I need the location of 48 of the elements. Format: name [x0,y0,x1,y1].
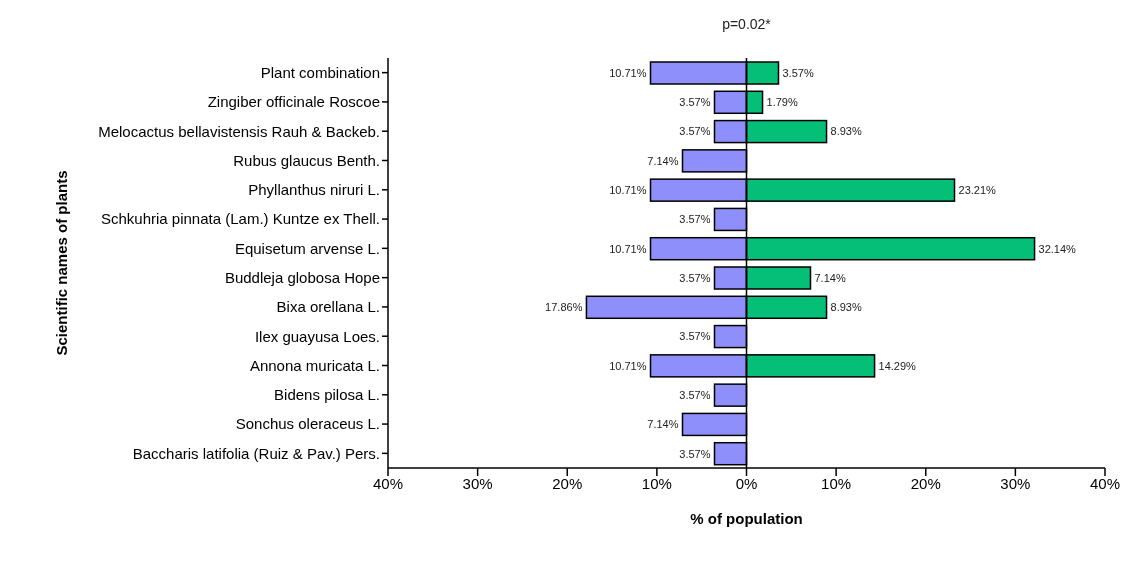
x-tick-label: 10% [641,474,672,492]
text: p=0.02* [721,16,772,32]
data-label: 7.14% [647,418,679,431]
x-tick-label: 0% [735,474,758,492]
data-label: 3.57% [679,388,711,401]
x-tick-label: 30% [462,474,493,492]
y-tick-label: Rubus glaucus Benth. [233,151,380,169]
x-tick-label: 40% [372,474,404,492]
data-label: 3.57% [782,66,814,79]
data-label: 10.71% [609,242,647,255]
data-label: 7.14% [814,271,846,284]
x-tick-label: 20% [910,474,941,492]
y-tick-label: Baccharis latifolia (Ruiz & Pav.) Pers. [132,444,380,462]
y-tick-label: Schkuhria pinnata (Lam.) Kuntze ex Thell. [100,210,380,228]
data-label: 8.93% [830,125,862,138]
y-tick-label: Ilex guayusa Loes. [254,327,380,345]
data-label: 10.71% [609,183,647,196]
data-label: 1.79% [766,96,798,109]
data-label: 7.14% [647,154,679,167]
y-tick-label: Buddleja globosa Hope [224,268,380,286]
data-label: 8.93% [830,301,862,314]
data-label: 3.57% [679,125,711,138]
y-tick-label: Annona muricata L. [249,356,380,374]
y-tick-label: Bidens pilosa L. [274,386,380,404]
x-axis-title: % of population [690,510,803,527]
data-label: 14.29% [878,359,917,372]
y-tick-label: Zingiber officinale Roscoe [207,93,380,111]
x-tick-label: 30% [1000,474,1031,492]
data-label: 3.57% [679,447,711,460]
x-tick-label: 20% [552,474,583,492]
y-tick-label: Melocactus bellavistensis Rauh & Backeb. [98,122,380,140]
data-label: 23.21% [958,183,997,196]
y-axis-title: Scientific names of plants [53,170,71,356]
x-tick-label: 40% [1089,474,1121,492]
y-tick-label: Equisetum arvense L. [234,239,380,257]
y-tick-label: Plant combination [260,63,380,81]
data-label: 10.71% [609,359,647,372]
data-label: 3.57% [679,213,711,226]
y-tick-label: Sonchus oleraceus L. [235,415,380,433]
data-label: 3.57% [679,330,711,343]
data-label: 3.57% [679,96,711,109]
data-label: 3.57% [679,271,711,284]
y-tick-label: Phyllanthus niruri L. [248,181,380,199]
y-tick-label: Bixa orellana L. [276,298,380,316]
x-tick-label: 10% [821,474,852,492]
data-label: 32.14% [1038,242,1077,255]
data-label: 10.71% [609,66,647,79]
data-label: 17.86% [545,301,583,314]
